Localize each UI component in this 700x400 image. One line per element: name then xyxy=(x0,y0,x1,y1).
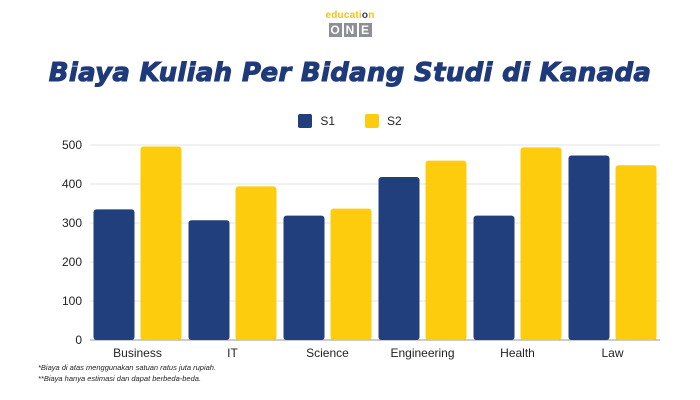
x-tick-label: IT xyxy=(227,346,238,360)
footnote-estimate: **Biaya hanya estimasi dan dapat berbeda… xyxy=(38,374,202,383)
x-tick-label: Science xyxy=(306,346,349,360)
legend-label-s2: S2 xyxy=(387,114,402,128)
chart-legend: S1 S2 xyxy=(0,114,700,128)
x-tick-label: Engineering xyxy=(390,346,454,360)
x-tick-label: Business xyxy=(113,346,162,360)
y-tick-label: 500 xyxy=(62,138,82,152)
footnotes: *Biaya di atas menggunakan satuan ratus … xyxy=(38,362,216,384)
y-tick-label: 300 xyxy=(62,216,82,230)
bar-s2-business xyxy=(140,146,182,340)
bar-s1-law xyxy=(568,155,610,340)
logo-wordmark: education xyxy=(325,10,375,21)
legend-item-s2: S2 xyxy=(365,114,402,128)
bar-s2-health xyxy=(520,147,562,340)
y-tick-label: 100 xyxy=(62,294,82,308)
logo-letter-n: N xyxy=(343,23,357,37)
legend-item-s1: S1 xyxy=(298,114,335,128)
bar-s1-health xyxy=(473,215,515,340)
y-tick-label: 400 xyxy=(62,177,82,191)
bar-s1-engineering xyxy=(378,176,420,340)
legend-swatch-s1 xyxy=(298,114,313,128)
x-tick-label: Health xyxy=(500,346,535,360)
y-tick-label: 200 xyxy=(62,255,82,269)
bar-s2-it xyxy=(235,186,277,340)
bar-s1-it xyxy=(188,220,230,340)
bar-s1-business xyxy=(93,209,135,340)
y-tick-label: 0 xyxy=(75,333,82,347)
legend-swatch-s2 xyxy=(365,114,379,128)
footnote-unit: *Biaya di atas menggunakan satuan ratus … xyxy=(38,363,217,372)
legend-label-s1: S1 xyxy=(320,114,335,128)
logo-letter-e: E xyxy=(358,23,372,37)
logo-one-badge: O N E xyxy=(328,23,372,37)
bar-s2-law xyxy=(615,165,657,340)
brand-logo: education O N E xyxy=(0,10,700,37)
bar-s1-science xyxy=(283,215,325,340)
bar-s2-engineering xyxy=(425,160,467,340)
chart-title: Biaya Kuliah Per Bidang Studi di Kanada xyxy=(48,58,652,89)
logo-letter-o: O xyxy=(328,23,342,37)
bar-s2-science xyxy=(330,208,372,340)
x-tick-label: Law xyxy=(601,346,623,360)
